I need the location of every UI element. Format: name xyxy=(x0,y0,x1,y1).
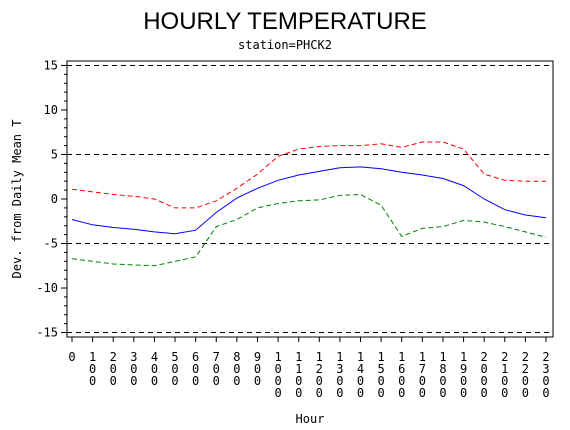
series-line-2 xyxy=(71,166,547,235)
y-tick-label: 0 xyxy=(51,192,58,206)
chart-subtitle: station=PHCK2 xyxy=(238,38,332,52)
y-tick-label: 10 xyxy=(44,103,58,117)
y-tick-label: -5 xyxy=(44,237,58,251)
y-tick-label: 5 xyxy=(51,147,58,161)
y-axis: -15 -10 -5 0 5 10 15 xyxy=(36,58,67,340)
series-line-1 xyxy=(71,141,546,209)
y-tick-label: 15 xyxy=(44,58,58,72)
x-axis: 0 1 0 0 2 0 0 3 0 0 4 0 0 5 0 0 6 0 0 7 0 0 8 0 0 9 0 0 1 0 0 0 1 1 0 0 1 2 0 0… xyxy=(68,337,550,400)
y-tick-label: -15 xyxy=(36,326,58,340)
series-line-3 xyxy=(71,193,547,267)
reference-lines xyxy=(67,64,553,334)
chart-title: HOURLY TEMPERATURE xyxy=(143,8,427,35)
x-axis-label: Hour xyxy=(296,412,325,426)
x-tick-label: 0 xyxy=(68,350,75,364)
y-tick-label: -10 xyxy=(36,281,58,295)
series-group xyxy=(71,141,547,267)
plot-frame xyxy=(66,60,554,338)
y-axis-label: Dev. from Daily Mean T xyxy=(10,120,24,279)
